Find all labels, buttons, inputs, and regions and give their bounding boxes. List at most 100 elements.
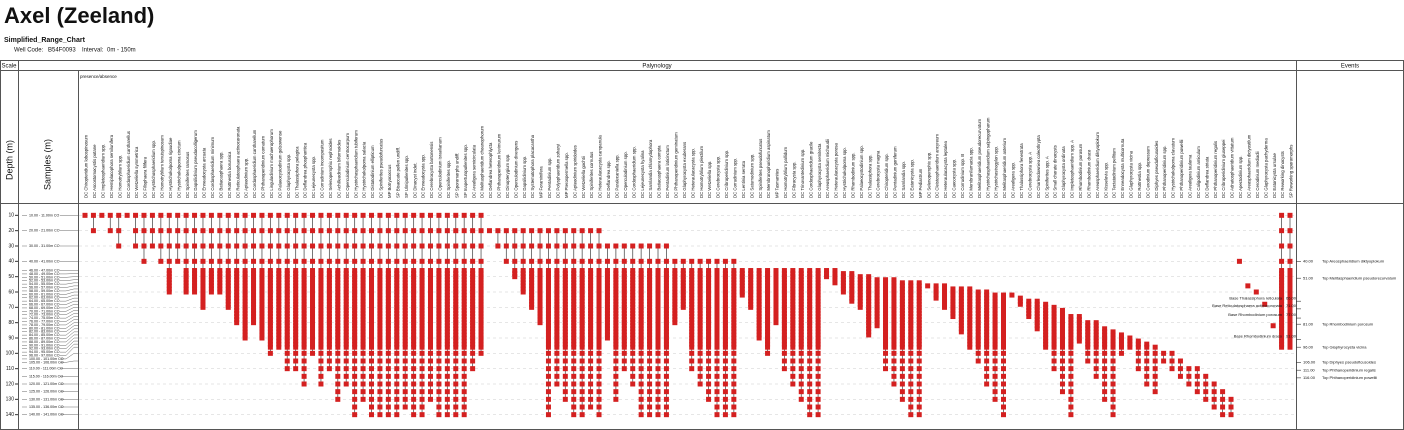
occurrence xyxy=(1279,289,1285,295)
occurrence xyxy=(419,404,425,410)
occurrence xyxy=(596,298,602,304)
occurrence xyxy=(765,298,771,304)
occurrence xyxy=(630,335,636,341)
occurrence xyxy=(621,277,627,283)
occurrence xyxy=(545,396,551,402)
occurrence xyxy=(866,323,872,329)
occurrence xyxy=(798,277,804,283)
occurrence xyxy=(1093,335,1099,341)
occurrence xyxy=(301,366,307,372)
occurrence xyxy=(714,310,720,316)
occurrence xyxy=(301,286,307,292)
occurrence xyxy=(975,307,981,313)
occurrence xyxy=(251,289,257,295)
occurrence xyxy=(984,341,990,347)
occurrence xyxy=(301,326,307,332)
sample-leader xyxy=(22,331,78,339)
occurrence xyxy=(731,295,737,301)
occurrence xyxy=(537,258,543,264)
occurrence xyxy=(267,271,273,277)
occurrence xyxy=(394,335,400,341)
occurrence xyxy=(1026,314,1032,320)
occurrence xyxy=(1000,329,1006,335)
occurrence xyxy=(849,286,855,292)
occurrence xyxy=(908,366,914,372)
occurrence xyxy=(251,228,257,234)
occurrence xyxy=(461,404,467,410)
occurrence xyxy=(647,404,653,410)
occurrence xyxy=(807,338,813,344)
occurrence xyxy=(1059,326,1065,332)
occurrence xyxy=(899,295,905,301)
occurrence xyxy=(916,326,922,332)
occurrence xyxy=(402,341,408,347)
occurrence xyxy=(554,314,560,320)
occurrence xyxy=(1076,320,1082,326)
occurrence xyxy=(689,323,695,329)
taxon-name: DC Kisselovia spp. xyxy=(1103,162,1108,198)
occurrence xyxy=(318,381,324,387)
occurrence xyxy=(394,404,400,410)
occurrence xyxy=(731,332,737,338)
occurrence xyxy=(571,335,577,341)
occurrence xyxy=(630,271,636,277)
occurrence xyxy=(259,335,265,341)
occurrence xyxy=(377,258,383,264)
occurrence xyxy=(1220,412,1226,418)
occurrence xyxy=(883,289,889,295)
occurrence xyxy=(1110,332,1116,338)
occurrence xyxy=(731,335,737,341)
occurrence xyxy=(402,389,408,395)
occurrence xyxy=(655,295,661,301)
occurrence xyxy=(706,344,712,350)
occurrence xyxy=(1076,335,1082,341)
occurrence xyxy=(866,326,872,332)
occurrence xyxy=(284,341,290,347)
occurrence xyxy=(520,283,526,289)
occurrence xyxy=(1051,344,1057,350)
occurrence xyxy=(731,323,737,329)
taxon-name: DC Fibrocysta spp. xyxy=(791,161,796,198)
occurrence xyxy=(436,295,442,301)
occurrence xyxy=(326,332,332,338)
y-tick-label: 60 xyxy=(8,289,14,295)
occurrence xyxy=(1000,396,1006,402)
occurrence xyxy=(478,289,484,295)
occurrence xyxy=(849,298,855,304)
occurrence xyxy=(647,274,653,280)
occurrence xyxy=(326,335,332,341)
occurrence xyxy=(630,292,636,298)
occurrence xyxy=(958,286,964,292)
occurrence xyxy=(604,289,610,295)
taxon-name: DC Distatodinium ellipticum xyxy=(370,145,375,198)
occurrence xyxy=(706,317,712,323)
occurrence xyxy=(706,335,712,341)
taxon-name: DC Small chorate dinocysts xyxy=(1053,145,1058,198)
occurrence xyxy=(883,323,889,329)
occurrence xyxy=(1279,329,1285,335)
occurrence xyxy=(335,304,341,310)
occurrence xyxy=(714,298,720,304)
occurrence xyxy=(419,366,425,372)
occurrence xyxy=(419,323,425,329)
occurrence xyxy=(352,304,358,310)
occurrence xyxy=(916,307,922,313)
occurrence xyxy=(335,295,341,301)
occurrence xyxy=(402,366,408,372)
occurrence xyxy=(714,307,720,313)
occurrence xyxy=(284,304,290,310)
occurrence xyxy=(1194,373,1200,379)
taxon-name: DC Batiacasphaera spp. xyxy=(218,151,223,198)
occurrence xyxy=(453,243,459,249)
occurrence xyxy=(722,329,728,335)
taxon-name: DC Spiniferites pseudofurcatus xyxy=(379,139,384,198)
occurrence xyxy=(672,304,678,310)
occurrence xyxy=(293,335,299,341)
occurrence xyxy=(798,274,804,280)
sample-label: 135.00 - 136.00m CO xyxy=(29,405,64,409)
occurrence xyxy=(883,304,889,310)
occurrence xyxy=(790,301,796,307)
occurrence xyxy=(554,317,560,323)
occurrence xyxy=(267,277,273,283)
occurrence xyxy=(326,341,332,347)
